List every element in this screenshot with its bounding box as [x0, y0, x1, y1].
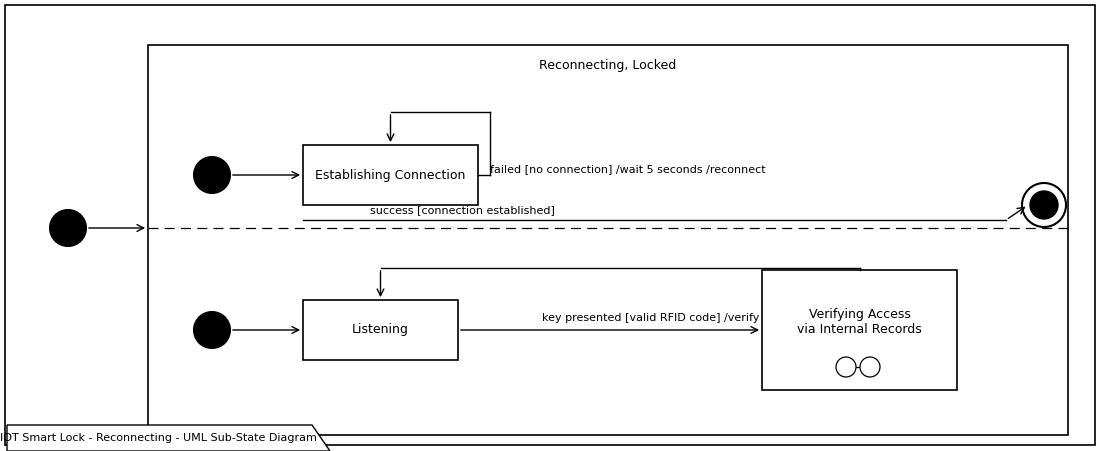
Circle shape: [1031, 191, 1058, 219]
Circle shape: [194, 157, 230, 193]
Circle shape: [860, 357, 880, 377]
Text: Reconnecting, Locked: Reconnecting, Locked: [539, 59, 677, 72]
Bar: [303, 145, 478, 205]
Circle shape: [194, 312, 230, 348]
Circle shape: [836, 357, 855, 377]
Polygon shape: [7, 425, 330, 451]
Text: Verifying Access
via Internal Records: Verifying Access via Internal Records: [797, 308, 922, 336]
Text: IOT Smart Lock - Reconnecting - UML Sub-State Diagram: IOT Smart Lock - Reconnecting - UML Sub-…: [0, 433, 317, 443]
Text: failed [no connection] /wait 5 seconds /reconnect: failed [no connection] /wait 5 seconds /…: [490, 164, 765, 174]
Text: success [connection established]: success [connection established]: [370, 205, 555, 215]
Text: Listening: Listening: [352, 323, 408, 336]
Circle shape: [50, 210, 86, 246]
Circle shape: [1022, 183, 1066, 227]
FancyBboxPatch shape: [148, 45, 1068, 435]
Text: key presented [valid RFID code] /verify: key presented [valid RFID code] /verify: [542, 313, 760, 323]
Text: Establishing Connection: Establishing Connection: [315, 169, 466, 181]
Bar: [303, 300, 458, 360]
FancyBboxPatch shape: [762, 270, 957, 390]
